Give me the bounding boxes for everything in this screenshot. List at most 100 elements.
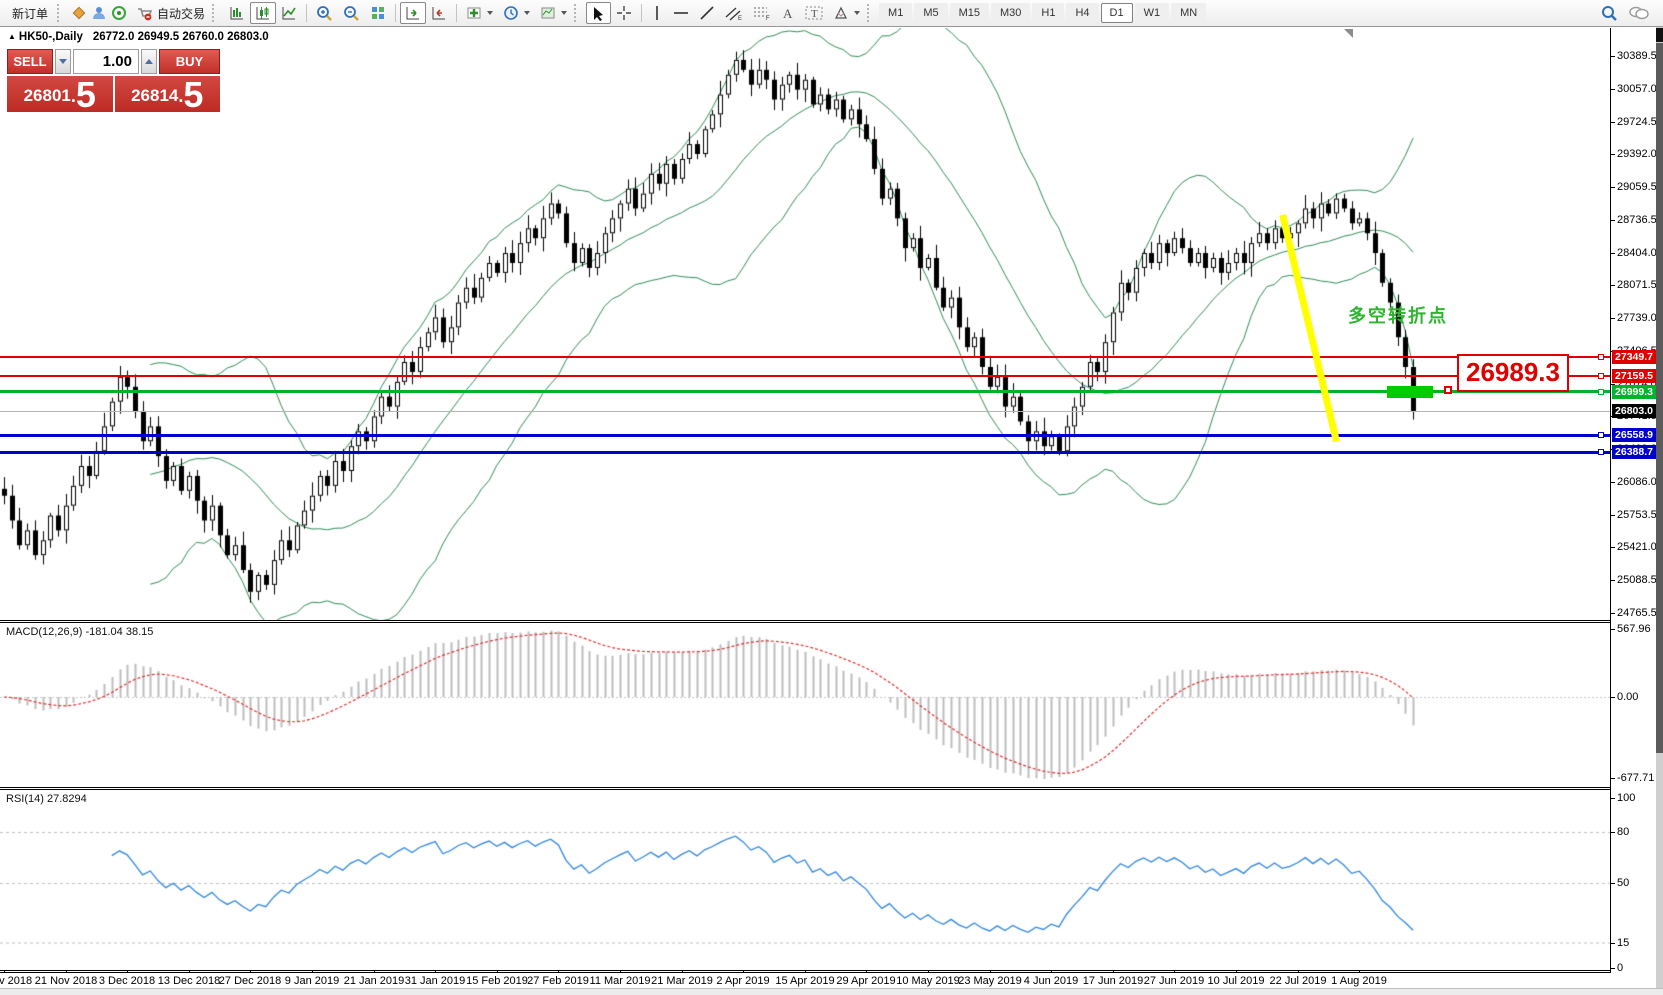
chart-shift-button[interactable]	[426, 2, 452, 24]
trendline-button[interactable]	[694, 2, 720, 24]
date-tick-mark	[682, 970, 683, 973]
timeframe-mn[interactable]: MN	[1171, 3, 1207, 23]
date-label: 2 Apr 2019	[716, 975, 770, 987]
timeframe-h4[interactable]: H4	[1066, 3, 1099, 23]
line-anchor	[1598, 373, 1604, 379]
cursor-button[interactable]	[586, 2, 612, 24]
rsi-label: RSI(14) 27.8294	[6, 793, 87, 805]
navigator-icon[interactable]	[109, 3, 129, 23]
autotrade-label: 自动交易	[157, 6, 206, 21]
sell-button[interactable]: SELL	[7, 49, 53, 74]
price-callout[interactable]: 26989.3	[1457, 354, 1569, 392]
toolbar-grip	[57, 4, 65, 22]
highlight-zone[interactable]	[1387, 386, 1433, 398]
zoom-out-button[interactable]	[338, 2, 365, 24]
horizontal-line-button[interactable]	[668, 2, 694, 24]
pane-separator	[0, 970, 1656, 971]
zoom-in-button[interactable]	[311, 2, 338, 24]
candlestick-chart-type-button[interactable]	[250, 2, 277, 24]
timeframe-m1[interactable]: M1	[879, 3, 913, 23]
macd-axis-tick: -677.71	[1617, 772, 1655, 784]
sell-price-button[interactable]: 26801. 5	[7, 76, 113, 113]
timeframe-m15[interactable]: M15	[949, 3, 989, 23]
crosshair-button[interactable]	[611, 2, 637, 24]
toolbar-separator	[306, 4, 308, 22]
toolbar-separator	[395, 4, 397, 22]
date-tick-mark	[620, 970, 621, 973]
periods-button[interactable]	[498, 2, 535, 24]
volume-increase-button[interactable]	[141, 49, 157, 74]
text-label-button[interactable]: T	[800, 2, 828, 24]
new-order-button[interactable]: 新订单	[5, 2, 55, 24]
volume-input[interactable]	[73, 49, 139, 74]
price-axis-tick: 28071.5	[1617, 279, 1657, 291]
rsi-chart-canvas[interactable]	[0, 790, 1610, 970]
macd-axis-tick-mark	[1611, 778, 1615, 779]
date-tick-mark	[866, 970, 867, 973]
date-label: 9 Nov 2018	[0, 975, 33, 987]
timeframe-toolbar: M1 M5 M15 M30 H1 H4 D1 W1 MN	[879, 3, 1207, 23]
date-label: 31 Jan 2019	[404, 975, 466, 987]
timeframe-m30[interactable]: M30	[991, 3, 1031, 23]
marketwatch-icon[interactable]	[69, 3, 89, 23]
fibonacci-button[interactable]: F	[748, 2, 776, 24]
chat-icon[interactable]	[1629, 3, 1649, 23]
line-chart-type-button[interactable]	[276, 2, 302, 24]
scrollbar-top-block	[1656, 28, 1663, 42]
date-label: 10 Jul 2019	[1207, 975, 1265, 987]
annotation-text[interactable]: 多空转折点	[1348, 306, 1448, 326]
macd-chart-canvas[interactable]	[0, 623, 1610, 787]
current-price-line	[0, 411, 1610, 412]
date-tick-mark	[4, 970, 5, 973]
timeframe-h1[interactable]: H1	[1032, 3, 1065, 23]
timeframe-w1[interactable]: W1	[1134, 3, 1170, 23]
indicators-button[interactable]	[461, 2, 498, 24]
callout-anchor[interactable]	[1444, 386, 1452, 394]
price-axis-tick-mark	[1611, 580, 1615, 581]
decimal-point: .	[178, 86, 184, 106]
price-axis-tick-mark	[1611, 187, 1615, 188]
bar-chart-type-button[interactable]	[224, 2, 250, 24]
vertical-line-button[interactable]	[646, 2, 668, 24]
price-axis-tick: 29724.5	[1617, 116, 1657, 128]
horizontal-line-object[interactable]	[0, 390, 1610, 393]
autotrade-button[interactable]: 自动交易	[129, 2, 210, 24]
templates-button[interactable]	[535, 2, 572, 24]
data-window-icon[interactable]	[89, 3, 109, 23]
line-price-label: 26388.7	[1612, 445, 1656, 459]
equidistant-channel-button[interactable]: E	[720, 2, 748, 24]
buy-button[interactable]: BUY	[159, 49, 220, 74]
date-tick-mark	[1298, 970, 1299, 973]
timeframe-m5[interactable]: M5	[914, 3, 948, 23]
horizontal-line-object[interactable]	[0, 451, 1610, 454]
scrollbar-thumb[interactable]	[1656, 43, 1663, 753]
main-chart-canvas[interactable]	[0, 28, 1610, 620]
buy-price-button[interactable]: 26814. 5	[114, 76, 220, 113]
timeframe-d1[interactable]: D1	[1100, 3, 1133, 23]
chart-title: ▲ HK50-,Daily 26772.0 26949.5 26760.0 2680…	[8, 31, 269, 43]
horizontal-line-object[interactable]	[0, 434, 1610, 437]
date-label: 21 Mar 2019	[651, 975, 713, 987]
toolbar-grip	[867, 4, 875, 22]
price-axis-tick-mark	[1611, 613, 1615, 614]
right-scrollbar[interactable]	[1656, 27, 1663, 988]
volume-decrease-button[interactable]	[55, 49, 71, 74]
date-label: 27 Feb 2019	[527, 975, 589, 987]
arrows-button[interactable]	[828, 2, 865, 24]
price-axis[interactable]: 30389.5 30057.0 29724.5 29392.0 29059.5 28736…	[1610, 28, 1657, 974]
price-axis-tick: 30057.0	[1617, 83, 1657, 95]
macd-signal-value: 38.15	[125, 626, 154, 638]
text-button[interactable]: A	[776, 2, 800, 24]
pane-separator[interactable]	[0, 620, 1610, 621]
symbol-collapse-arrow[interactable]: ▲	[8, 32, 16, 41]
line-price-label: 27159.5	[1612, 369, 1656, 383]
price-axis-tick: 25753.5	[1617, 509, 1657, 521]
horizontal-line-object[interactable]	[0, 356, 1610, 358]
search-icon[interactable]	[1599, 3, 1619, 23]
horizontal-line-object[interactable]	[0, 375, 1610, 377]
tile-windows-button[interactable]	[365, 2, 391, 24]
pane-separator[interactable]	[0, 787, 1610, 788]
autoscroll-button[interactable]	[400, 2, 427, 24]
